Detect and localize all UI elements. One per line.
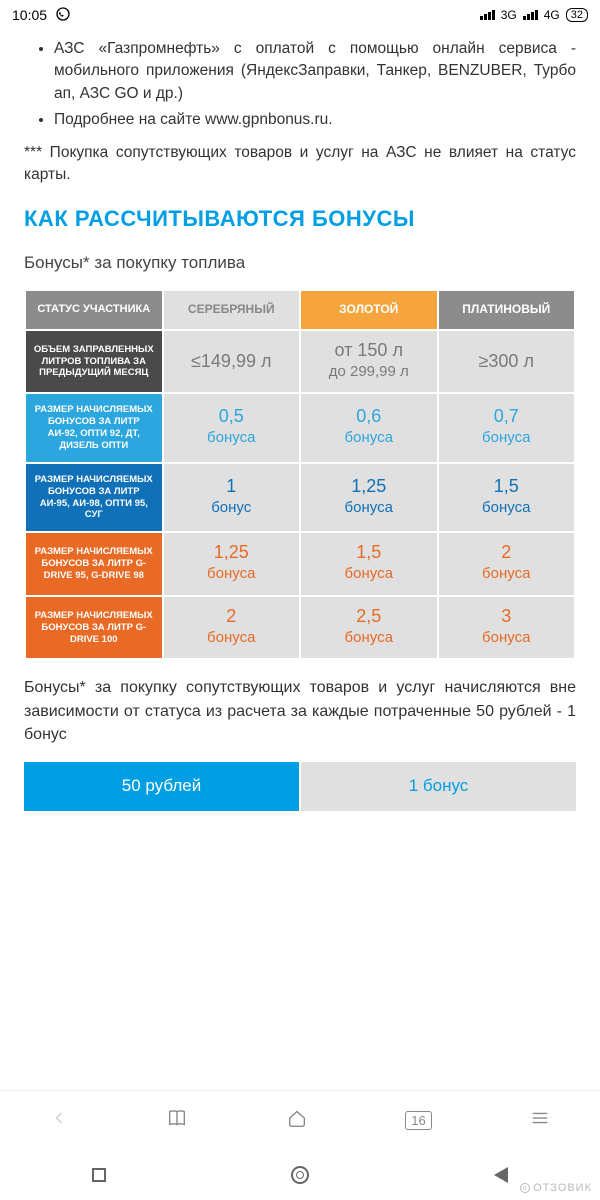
after-table-text: Бонусы* за покупку сопутствующих товаров…	[24, 676, 576, 746]
row-label: РАЗМЕР НАЧИСЛЯЕМЫХ БОНУСОВ ЗА ЛИТР G-DRI…	[26, 597, 162, 659]
intro-list: АЗС «Газпромнефть» с оплатой с помощью о…	[24, 38, 576, 132]
table-row: ОБЪЕМ ЗАПРАВЛЕННЫХ ЛИТРОВ ТОПЛИВА ЗА ПРЕ…	[26, 331, 574, 393]
th-gold: ЗОЛОТОЙ	[301, 291, 437, 328]
th-platinum: ПЛАТИНОВЫЙ	[439, 291, 575, 328]
bonus-bar: 50 рублей 1 бонус	[24, 762, 576, 811]
row-label: РАЗМЕР НАЧИСЛЯЕМЫХ БОНУСОВ ЗА ЛИТР АИ-95…	[26, 464, 162, 532]
home-icon[interactable]	[286, 1107, 308, 1134]
table-cell: от 150 лдо 299,99 л	[301, 331, 437, 393]
table-header-row: СТАТУС УЧАСТНИКА СЕРЕБРЯНЫЙ ЗОЛОТОЙ ПЛАТ…	[26, 291, 574, 328]
reader-icon[interactable]	[166, 1107, 188, 1134]
table-cell: 0,6бонуса	[301, 394, 437, 462]
bonus-table: СТАТУС УЧАСТНИКА СЕРЕБРЯНЫЙ ЗОЛОТОЙ ПЛАТ…	[24, 289, 576, 660]
table-cell: ≤149,99 л	[164, 331, 300, 393]
table-cell: 3бонуса	[439, 597, 575, 659]
back-icon[interactable]	[49, 1108, 69, 1133]
intro-bullet-1: АЗС «Газпромнефть» с оплатой с помощью о…	[54, 38, 576, 105]
row-label: РАЗМЕР НАЧИСЛЯЕМЫХ БОНУСОВ ЗА ЛИТР G-DRI…	[26, 533, 162, 595]
table-cell: 1бонус	[164, 464, 300, 532]
table-cell: 0,7бонуса	[439, 394, 575, 462]
subtitle: Бонусы* за покупку топлива	[24, 251, 576, 276]
row-label: РАЗМЕР НАЧИСЛЯЕМЫХ БОНУСОВ ЗА ЛИТР АИ-92…	[26, 394, 162, 462]
table-cell: 1,25бонуса	[301, 464, 437, 532]
menu-icon[interactable]	[529, 1107, 551, 1134]
bonus-bar-right: 1 бонус	[301, 762, 576, 811]
table-row: РАЗМЕР НАЧИСЛЯЕМЫХ БОНУСОВ ЗА ЛИТР G-DRI…	[26, 533, 574, 595]
battery-indicator: 32	[566, 8, 588, 22]
android-nav-bar: оОТЗОВИК	[0, 1150, 600, 1200]
table-row: РАЗМЕР НАЧИСЛЯЕМЫХ БОНУСОВ ЗА ЛИТР G-DRI…	[26, 597, 574, 659]
table-cell: 1,5бонуса	[439, 464, 575, 532]
table-row: РАЗМЕР НАЧИСЛЯЕМЫХ БОНУСОВ ЗА ЛИТР АИ-92…	[26, 394, 574, 462]
table-cell: 0,5бонуса	[164, 394, 300, 462]
signal-icon	[480, 10, 495, 20]
intro-bullet-2: Подробнее на сайте www.gpnbonus.ru.	[54, 109, 576, 131]
nav-back-icon[interactable]	[494, 1167, 508, 1183]
browser-toolbar: 16	[0, 1090, 600, 1150]
nav-recent-icon[interactable]	[92, 1168, 106, 1182]
clock: 10:05	[12, 7, 47, 23]
th-silver: СЕРЕБРЯНЫЙ	[164, 291, 300, 328]
whatsapp-icon	[55, 6, 71, 25]
row-label: ОБЪЕМ ЗАПРАВЛЕННЫХ ЛИТРОВ ТОПЛИВА ЗА ПРЕ…	[26, 331, 162, 393]
nav-home-icon[interactable]	[291, 1166, 309, 1184]
tabs-button[interactable]: 16	[405, 1111, 431, 1130]
th-status: СТАТУС УЧАСТНИКА	[26, 291, 162, 328]
net-4g: 4G	[544, 8, 560, 22]
watermark: оОТЗОВИК	[520, 1182, 592, 1194]
page-content: АЗС «Газпромнефть» с оплатой с помощью о…	[0, 30, 600, 1090]
footnote: *** Покупка сопутствующих товаров и услу…	[24, 142, 576, 187]
section-title: КАК РАССЧИТЫВАЮТСЯ БОНУСЫ	[24, 203, 576, 235]
table-cell: 2,5бонуса	[301, 597, 437, 659]
table-cell: ≥300 л	[439, 331, 575, 393]
table-row: РАЗМЕР НАЧИСЛЯЕМЫХ БОНУСОВ ЗА ЛИТР АИ-95…	[26, 464, 574, 532]
table-cell: 1,25бонуса	[164, 533, 300, 595]
table-cell: 2бонуса	[164, 597, 300, 659]
net-3g: 3G	[501, 8, 517, 22]
table-cell: 2бонуса	[439, 533, 575, 595]
signal-icon-2	[523, 10, 538, 20]
table-cell: 1,5бонуса	[301, 533, 437, 595]
bonus-bar-left: 50 рублей	[24, 762, 299, 811]
status-bar: 10:05 3G 4G 32	[0, 0, 600, 30]
